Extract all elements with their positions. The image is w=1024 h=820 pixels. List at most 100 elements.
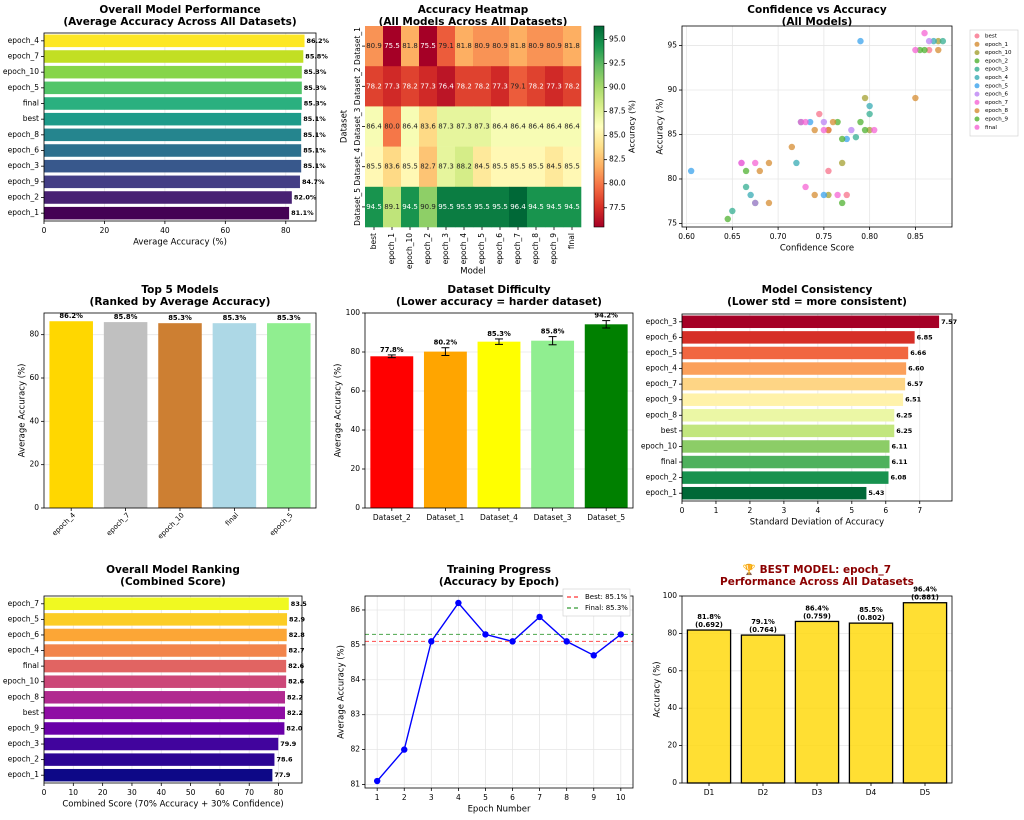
x-tick-label: 2 xyxy=(402,793,407,802)
bar-epoch_7 xyxy=(682,377,906,391)
x-tick-label: 4 xyxy=(815,506,820,515)
point-epoch_2 xyxy=(916,46,924,54)
bar-epoch_7 xyxy=(103,322,148,508)
heatmap-cell-label: 81.8 xyxy=(564,42,580,50)
heatmap-cell-label: 87.3 xyxy=(474,123,490,131)
bar-epoch_8 xyxy=(44,691,285,704)
bar-epoch_9 xyxy=(44,175,300,189)
point-epoch_5 xyxy=(843,135,850,143)
bar-Dataset_4 xyxy=(477,341,521,508)
x-tick-label: 0.60 xyxy=(678,232,695,241)
heatmap-cell xyxy=(365,146,384,188)
training-title-line-2: (Accuracy by Epoch) xyxy=(439,576,559,588)
x-tick-label-epoch_10: epoch_10 xyxy=(405,233,414,269)
bar-epoch_10 xyxy=(682,440,890,453)
point-best xyxy=(825,167,832,175)
point-epoch_10 xyxy=(838,159,846,167)
bar-value-label: 85.1% xyxy=(303,115,326,123)
y-tick-label: 40 xyxy=(29,416,39,425)
point-epoch_5 xyxy=(820,191,828,199)
bar-value-label: 82.6 xyxy=(288,662,305,670)
chart-dataset-difficulty: Dataset Difficulty(Lower accuracy = hard… xyxy=(334,284,634,522)
legend-marker xyxy=(974,116,980,122)
heatmap-cell xyxy=(545,26,564,67)
heatmap-cell-label: 85.5 xyxy=(492,163,508,171)
point-epoch_3 xyxy=(866,110,873,118)
point-final xyxy=(834,191,841,199)
x-tick-label: 9 xyxy=(591,793,596,802)
point-epoch_1 xyxy=(825,126,832,134)
point-epoch_4 xyxy=(930,37,937,45)
heatmap-cell xyxy=(401,26,420,67)
y-tick-label: 85 xyxy=(667,130,677,139)
y-tick-label-Dataset_2: Dataset_2 xyxy=(353,67,362,105)
colorbar-tick-label: 85.0 xyxy=(609,131,626,140)
point-epoch_5 xyxy=(687,167,695,175)
heatmap-cell xyxy=(509,146,528,188)
bar-value-label: 85.3% xyxy=(304,68,327,76)
heatmap-cell-label: 78.2 xyxy=(456,82,472,90)
chart-best-model-title-line-2: Performance Across All Datasets xyxy=(720,576,914,588)
x-tick-label: 7 xyxy=(537,793,542,802)
heatmap-cell xyxy=(563,66,582,107)
y-tick-label-epoch_2: epoch_2 xyxy=(8,755,40,764)
heatmap-cell xyxy=(491,106,510,147)
y-tick-label-epoch_6: epoch_6 xyxy=(8,146,40,155)
bar-value-label: 85.3% xyxy=(277,314,301,322)
point-epoch_10 xyxy=(866,126,873,134)
heatmap-cell-label: 75.5 xyxy=(420,42,436,50)
point-epoch_3 xyxy=(852,133,860,141)
bar-epoch_2 xyxy=(682,471,889,484)
legend-label-epoch_7: epoch_7 xyxy=(985,100,1008,106)
heatmap-cell-label: 80.9 xyxy=(474,42,490,50)
chart-model-consistency: Model Consistency(Lower std = more consi… xyxy=(641,284,957,528)
x-tick-label: 0.80 xyxy=(861,232,878,241)
y-tick-label: 80 xyxy=(667,174,677,183)
x-tick-label: 5 xyxy=(849,506,854,515)
x-tick-label-D2: D2 xyxy=(758,788,769,797)
y-tick-label-epoch_7: epoch_7 xyxy=(8,599,40,608)
heatmap-cell xyxy=(419,66,438,107)
y-tick-label: 20 xyxy=(29,460,39,469)
x-tick-label-final: final xyxy=(224,511,240,527)
heatmap-cell-label: 86.4 xyxy=(564,123,580,131)
bar-epoch_2 xyxy=(44,753,275,766)
bar-final xyxy=(44,97,302,110)
bar-value-label: 82.0% xyxy=(294,194,317,202)
heatmap-cell xyxy=(473,66,492,107)
bar-value-label: 85.3% xyxy=(487,330,511,338)
bar-value-label: 6.25 xyxy=(896,427,913,435)
heatmap-cell-label: 94.5 xyxy=(402,203,418,211)
point-epoch_5 xyxy=(857,37,864,45)
point-epoch_4 xyxy=(793,159,800,167)
y-tick-label-epoch_5: epoch_5 xyxy=(8,614,40,623)
heatmap-cell-label: 80.9 xyxy=(546,42,562,50)
point-epoch_9 xyxy=(921,46,928,54)
heatmap-cell-label: 86.4 xyxy=(510,123,526,131)
colorbar-label: Accuracy (%) xyxy=(628,100,637,153)
heatmap-cell xyxy=(545,146,564,188)
plot-frame xyxy=(43,595,303,784)
heatmap-cell xyxy=(455,186,474,228)
x-tick-label-epoch_1: epoch_1 xyxy=(387,233,396,265)
plot-frame xyxy=(43,312,317,509)
chart-overall-performance-title-line-1: Overall Model Performance xyxy=(99,4,260,16)
chart-training-progress: Training Progress(Accuracy by Epoch) 1 2 3 4… xyxy=(337,564,634,815)
bar-value-label: 86.2% xyxy=(307,37,330,45)
heatmap-cell xyxy=(473,26,492,67)
y-tick-label-epoch_6: epoch_6 xyxy=(8,630,40,639)
accuracy-point xyxy=(563,638,570,645)
bar-epoch_9 xyxy=(682,393,904,406)
heatmap-cell-label: 87.3 xyxy=(438,123,454,131)
heatmap-cell xyxy=(365,186,384,228)
bar-value-label: 7.57 xyxy=(941,318,957,326)
point-epoch_10 xyxy=(935,37,942,45)
plot-frame xyxy=(364,312,634,509)
y-tick-label-epoch_3: epoch_3 xyxy=(646,317,678,326)
point-epoch_1 xyxy=(788,143,796,151)
y-axis-label: Dataset xyxy=(340,109,350,143)
y-tick-label-final: final xyxy=(23,661,39,670)
y-tick-label: 80 xyxy=(667,628,677,637)
point-epoch_1 xyxy=(912,94,919,102)
bar-value-label: 6.51 xyxy=(905,396,922,404)
